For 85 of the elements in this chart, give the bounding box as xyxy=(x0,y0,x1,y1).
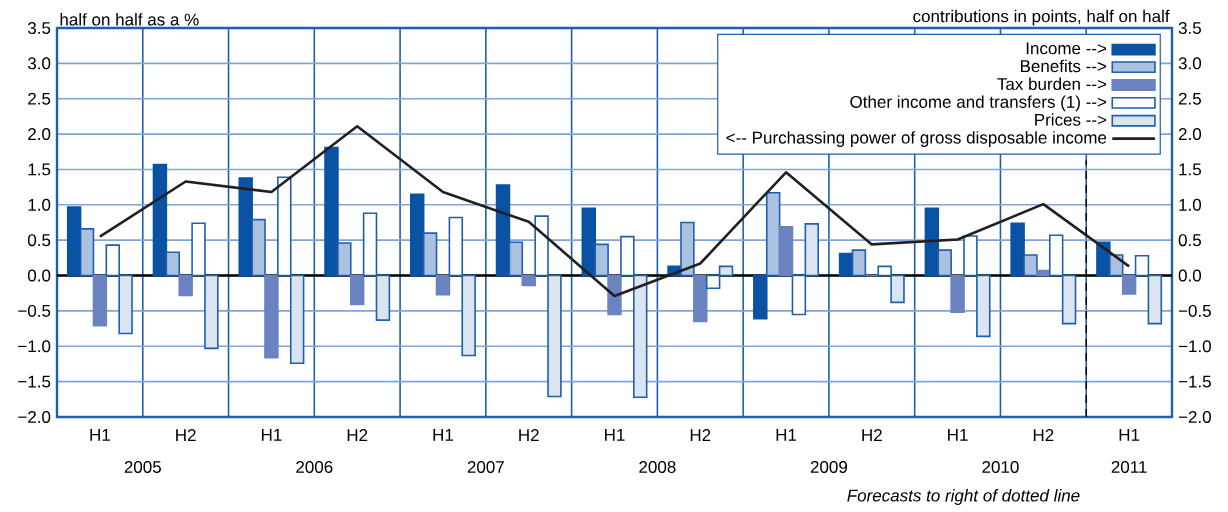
y2-tick-label: 2.0 xyxy=(1178,128,1202,141)
x-tick-label: H2 xyxy=(862,429,882,441)
text: 2010 xyxy=(982,460,1019,473)
bar xyxy=(92,274,108,327)
text: 2005 xyxy=(124,460,161,473)
x-tick-label: H1 xyxy=(433,429,453,441)
bar xyxy=(152,163,168,277)
text: 2008 xyxy=(639,460,676,473)
y-axis-title: half on half as a % xyxy=(60,13,199,26)
y-tick-label: 1.0 xyxy=(28,198,51,211)
text: 2009 xyxy=(810,460,848,473)
x-tick-label: H1 xyxy=(776,429,797,441)
y-tick-label: −2.0 xyxy=(18,410,51,423)
y-tick-label: 0.0 xyxy=(27,269,51,282)
y-tick-label: −1.0 xyxy=(18,340,51,353)
bar xyxy=(765,191,781,277)
bar xyxy=(238,177,253,277)
legend-label: Prices --> xyxy=(1035,113,1107,126)
bar xyxy=(937,249,952,277)
text: Forecasts to right of dotted line xyxy=(847,489,1080,505)
y2-tick-label: −2.0 xyxy=(1178,410,1211,423)
y-tick-label: 3.5 xyxy=(27,22,51,35)
y-tick-label: 0.5 xyxy=(27,234,51,247)
y-tick-label: −0.5 xyxy=(18,304,51,317)
y-tick-label: 2.5 xyxy=(28,92,51,105)
text: 2007 xyxy=(467,460,504,473)
text: 2011 xyxy=(1111,460,1147,473)
y2-tick-label: 3.0 xyxy=(1178,57,1202,70)
y2-tick-label: −1.5 xyxy=(1178,375,1211,388)
x-tick-label: H2 xyxy=(519,429,539,441)
bar xyxy=(508,241,524,277)
bar xyxy=(410,193,425,277)
x-tick-label: H1 xyxy=(605,429,625,441)
x-tick-label: H2 xyxy=(347,429,368,441)
y2-tick-label: 3.5 xyxy=(1178,22,1201,35)
legend-label: Income --> xyxy=(1026,42,1107,55)
bar xyxy=(79,228,95,277)
bar xyxy=(594,243,609,277)
bar xyxy=(324,146,339,277)
x-tick-label: H1 xyxy=(948,429,968,441)
y-tick-label: 3.0 xyxy=(27,57,51,70)
bar xyxy=(851,249,867,277)
y2-tick-label: 1.5 xyxy=(1179,163,1201,176)
bar xyxy=(435,274,451,296)
legend-label: <-- Purchassing power of gross disposable income xyxy=(726,131,1107,147)
bar xyxy=(1023,254,1038,277)
bar xyxy=(251,218,266,277)
bar xyxy=(66,206,82,277)
line-series xyxy=(98,125,1131,298)
y2-tick-label: 1.0 xyxy=(1179,198,1202,211)
bar xyxy=(349,274,365,306)
bar xyxy=(495,184,511,277)
y-tick-label: 2.0 xyxy=(28,128,51,141)
bar xyxy=(693,274,708,323)
y-tick-label: −1.5 xyxy=(18,375,51,388)
x-tick-label: H1 xyxy=(261,429,282,441)
bar xyxy=(521,274,536,287)
x-tick-label: H2 xyxy=(1033,429,1054,441)
y2-tick-label: 0.0 xyxy=(1178,269,1202,282)
bar xyxy=(1010,222,1025,277)
bar xyxy=(950,274,965,314)
bar xyxy=(178,274,193,297)
y2-tick-label: −0.5 xyxy=(1178,304,1211,317)
legend-label: Benefits --> xyxy=(1020,59,1107,73)
bar xyxy=(337,242,352,277)
y-tick-label: 1.5 xyxy=(28,163,51,176)
x-tick-label: H1 xyxy=(90,429,110,441)
text: 2006 xyxy=(296,460,333,473)
x-tick-label: H2 xyxy=(690,429,711,441)
x-tick-label: H1 xyxy=(1119,429,1140,441)
y2-axis-title: contributions in points, half on half xyxy=(913,9,1170,26)
y2-tick-label: 0.5 xyxy=(1178,234,1201,247)
bar xyxy=(607,274,622,316)
legend-label: Other income and transfers (1) --> xyxy=(850,95,1107,112)
bar xyxy=(264,274,279,359)
bar xyxy=(778,225,794,277)
bar xyxy=(753,274,768,320)
y2-tick-label: −1.0 xyxy=(1178,340,1211,353)
y2-tick-label: 2.5 xyxy=(1178,92,1201,105)
bar xyxy=(680,221,695,277)
legend-label: Tax burden --> xyxy=(997,77,1107,91)
x-tick-label: H2 xyxy=(176,429,196,441)
bar xyxy=(1121,274,1137,295)
bar xyxy=(165,251,181,277)
bar xyxy=(422,232,438,277)
